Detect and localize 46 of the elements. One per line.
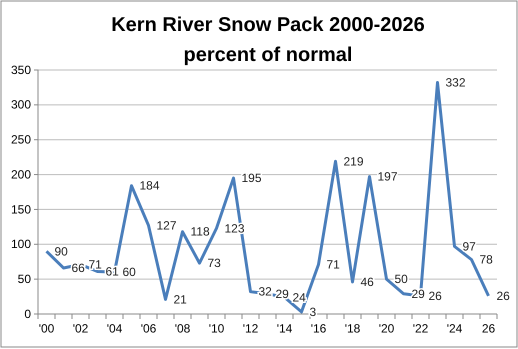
x-tick-label: 26 xyxy=(482,322,496,336)
x-tick-label: '00 xyxy=(38,322,55,336)
x-tick-label: '02 xyxy=(72,322,89,336)
data-label: 73 xyxy=(208,256,222,270)
data-label: 90 xyxy=(54,244,68,258)
data-label: 29 xyxy=(412,286,426,301)
chart-title: Kern River Snow Pack 2000-2026 xyxy=(111,14,425,36)
data-label: 97 xyxy=(462,239,476,254)
data-label: 26 xyxy=(496,288,510,303)
x-tick-label: '18 xyxy=(344,322,361,336)
data-label: 332 xyxy=(446,76,466,90)
x-tick-label: '20 xyxy=(378,322,395,336)
data-label: 127 xyxy=(156,218,177,232)
data-label: 184 xyxy=(140,178,160,193)
data-label: 21 xyxy=(174,292,188,306)
y-tick-label: 250 xyxy=(10,132,32,147)
data-label: 118 xyxy=(190,224,210,239)
y-tick-label: 350 xyxy=(10,62,32,77)
x-tick-label: '12 xyxy=(242,322,259,336)
x-tick-label: '16 xyxy=(310,322,327,336)
data-label: 24 xyxy=(292,290,306,304)
data-label: 197 xyxy=(378,170,398,184)
data-label: 3 xyxy=(310,304,316,319)
data-label: 50 xyxy=(394,272,408,286)
y-tick-label: 200 xyxy=(10,167,32,182)
x-tick-label: '24 xyxy=(446,322,463,336)
x-tick-label: '22 xyxy=(412,322,429,336)
data-label: 71 xyxy=(88,258,102,272)
x-tick-label: '06 xyxy=(140,322,157,336)
y-tick-label: 300 xyxy=(10,98,32,112)
y-tick-label: 100 xyxy=(10,237,32,252)
x-tick-label: '14 xyxy=(276,322,293,336)
chart-subtitle: percent of normal xyxy=(184,44,352,66)
x-tick-label: '04 xyxy=(106,322,123,336)
y-tick-label: 0 xyxy=(24,306,32,321)
y-tick-label: 50 xyxy=(18,272,32,286)
y-tick-label: 150 xyxy=(10,202,32,216)
data-label: 46 xyxy=(360,274,374,289)
data-label: 60 xyxy=(122,265,136,280)
x-tick-label: '10 xyxy=(208,322,225,336)
data-label: 26 xyxy=(428,288,442,303)
x-tick-label: '08 xyxy=(174,322,191,336)
data-label: 219 xyxy=(344,154,364,168)
data-label: 78 xyxy=(480,252,494,267)
data-label: 195 xyxy=(242,171,262,186)
data-label: 71 xyxy=(326,258,340,272)
